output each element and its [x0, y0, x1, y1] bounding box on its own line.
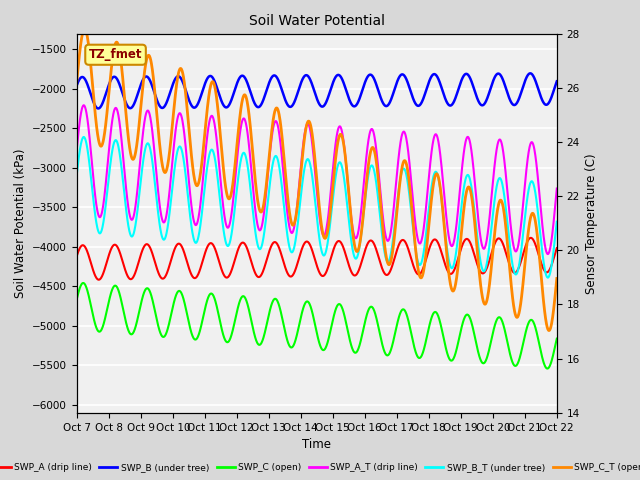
SWP_A (drip line) [95, 277, 103, 283]
SWP_B (under tree) [526, 71, 534, 76]
SWP_B_T (under tree) [277, 175, 285, 180]
SWP_A_T (drip line) [346, 205, 354, 211]
SWP_A_T (drip line) [130, 213, 138, 218]
SWP_B_T (under tree) [296, 207, 303, 213]
Line: SWP_C (open): SWP_C (open) [77, 283, 557, 369]
SWP_C_T (open) [346, 206, 354, 212]
SWP_A_T (drip line) [544, 251, 552, 257]
SWP_C_T (open) [130, 156, 138, 162]
SWP_B (under tree) [130, 102, 138, 108]
SWP_B_T (under tree) [553, 219, 561, 225]
SWP_A_T (drip line) [553, 186, 561, 192]
SWP_C_T (open) [111, 45, 118, 51]
SWP_A (drip line) [73, 253, 81, 259]
Line: SWP_A_T (drip line): SWP_A_T (drip line) [77, 105, 557, 254]
SWP_C_T (open) [73, 78, 81, 84]
SWP_B (under tree) [95, 106, 102, 111]
SWP_C (open) [73, 296, 81, 302]
Y-axis label: Soil Water Potential (kPa): Soil Water Potential (kPa) [13, 148, 26, 298]
SWP_A (drip line) [277, 250, 285, 256]
SWP_B_T (under tree) [73, 171, 81, 177]
SWP_C (open) [79, 280, 87, 286]
Y-axis label: Sensor Temperature (C): Sensor Temperature (C) [586, 153, 598, 293]
SWP_B_T (under tree) [544, 275, 552, 280]
X-axis label: Time: Time [302, 438, 332, 451]
SWP_A (drip line) [346, 266, 354, 272]
SWP_C_T (open) [553, 276, 561, 281]
Legend: SWP_A (drip line), SWP_B (under tree), SWP_C (open), SWP_A_T (drip line), SWP_B_: SWP_A (drip line), SWP_B (under tree), S… [0, 459, 640, 476]
SWP_B_T (under tree) [111, 139, 118, 145]
SWP_A_T (drip line) [111, 108, 118, 113]
Title: Soil Water Potential: Soil Water Potential [249, 14, 385, 28]
SWP_C (open) [553, 336, 561, 342]
SWP_B (under tree) [287, 104, 294, 110]
SWP_B_T (under tree) [80, 134, 88, 140]
SWP_A (drip line) [296, 254, 303, 260]
SWP_B (under tree) [553, 78, 561, 84]
SWP_B (under tree) [346, 99, 354, 105]
SWP_B_T (under tree) [130, 230, 138, 236]
SWP_A_T (drip line) [296, 180, 303, 186]
SWP_C_T (open) [287, 217, 294, 223]
Line: SWP_C_T (open): SWP_C_T (open) [77, 29, 557, 331]
SWP_A (drip line) [130, 273, 138, 279]
Line: SWP_A (drip line): SWP_A (drip line) [77, 238, 557, 280]
Text: TZ_fmet: TZ_fmet [89, 48, 142, 61]
SWP_B_T (under tree) [287, 248, 294, 254]
SWP_C (open) [287, 345, 294, 350]
SWP_B (under tree) [111, 74, 118, 80]
SWP_B (under tree) [296, 85, 303, 91]
Line: SWP_B_T (under tree): SWP_B_T (under tree) [77, 137, 557, 277]
SWP_B (under tree) [73, 83, 81, 88]
SWP_A_T (drip line) [73, 146, 81, 152]
SWP_A_T (drip line) [287, 229, 294, 235]
SWP_C_T (open) [277, 123, 285, 129]
SWP_C (open) [130, 329, 138, 335]
SWP_A (drip line) [527, 235, 534, 241]
SWP_C_T (open) [296, 185, 303, 191]
SWP_C (open) [543, 366, 551, 372]
SWP_A_T (drip line) [80, 102, 88, 108]
SWP_A (drip line) [287, 274, 294, 279]
SWP_C (open) [277, 309, 285, 315]
SWP_C (open) [346, 339, 354, 345]
SWP_B_T (under tree) [346, 230, 354, 236]
Line: SWP_B (under tree): SWP_B (under tree) [77, 73, 557, 108]
SWP_C (open) [296, 321, 303, 327]
SWP_C_T (open) [545, 328, 553, 334]
SWP_A (drip line) [111, 242, 118, 248]
SWP_A (drip line) [553, 245, 561, 251]
SWP_B (under tree) [277, 84, 285, 90]
SWP_C_T (open) [81, 26, 88, 32]
SWP_A_T (drip line) [277, 143, 285, 149]
SWP_C (open) [111, 283, 118, 289]
